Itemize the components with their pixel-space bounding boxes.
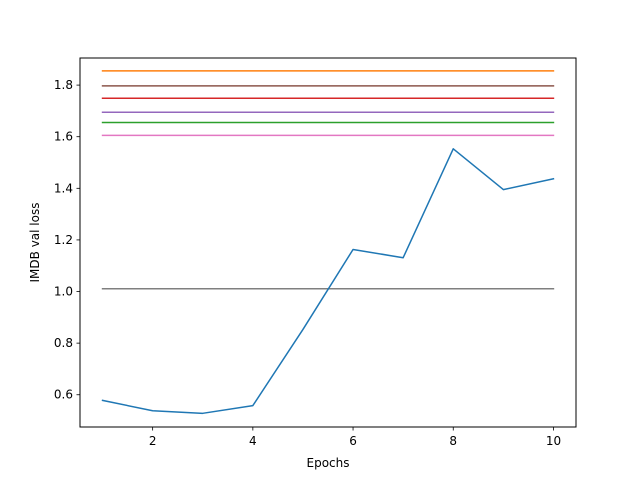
y-tick-label: 0.6 <box>54 388 73 402</box>
y-axis: 0.6 0.8 1.0 1.2 1.4 1.6 1.8 <box>54 78 80 402</box>
y-tick-label: 1.6 <box>54 130 73 144</box>
y-tick-label: 1.4 <box>54 181 73 195</box>
plot-frame <box>79 57 577 428</box>
x-axis: 2 4 6 8 10 <box>149 427 561 448</box>
x-tick-label: 2 <box>149 434 157 448</box>
x-tick-label: 10 <box>546 434 561 448</box>
y-tick-label: 1.8 <box>54 78 73 92</box>
x-axis-label: Epochs <box>307 456 350 470</box>
y-tick-label: 1.0 <box>54 285 73 299</box>
x-tick-label: 6 <box>349 434 357 448</box>
y-tick-label: 1.2 <box>54 233 73 247</box>
series-line-7 <box>101 148 555 415</box>
y-tick-label: 0.8 <box>54 336 73 350</box>
series-layer <box>101 70 555 415</box>
x-tick-label: 8 <box>449 434 457 448</box>
y-axis-label: IMDB val loss <box>28 203 42 283</box>
x-tick-label: 4 <box>249 434 257 448</box>
